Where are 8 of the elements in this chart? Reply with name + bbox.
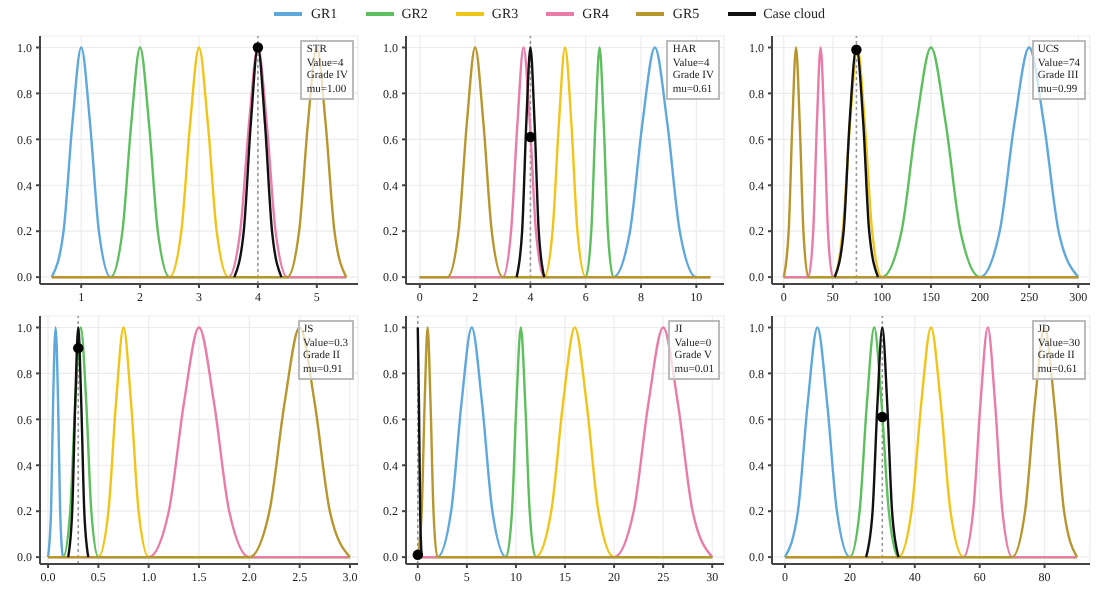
- line-series: [50, 46, 348, 279]
- line-series: [418, 46, 712, 279]
- line-series: [782, 46, 1080, 279]
- line-series: [46, 326, 352, 559]
- line-series: [783, 326, 1079, 559]
- line-series: [515, 46, 546, 279]
- line-series: [864, 326, 900, 559]
- line-series: [66, 326, 90, 559]
